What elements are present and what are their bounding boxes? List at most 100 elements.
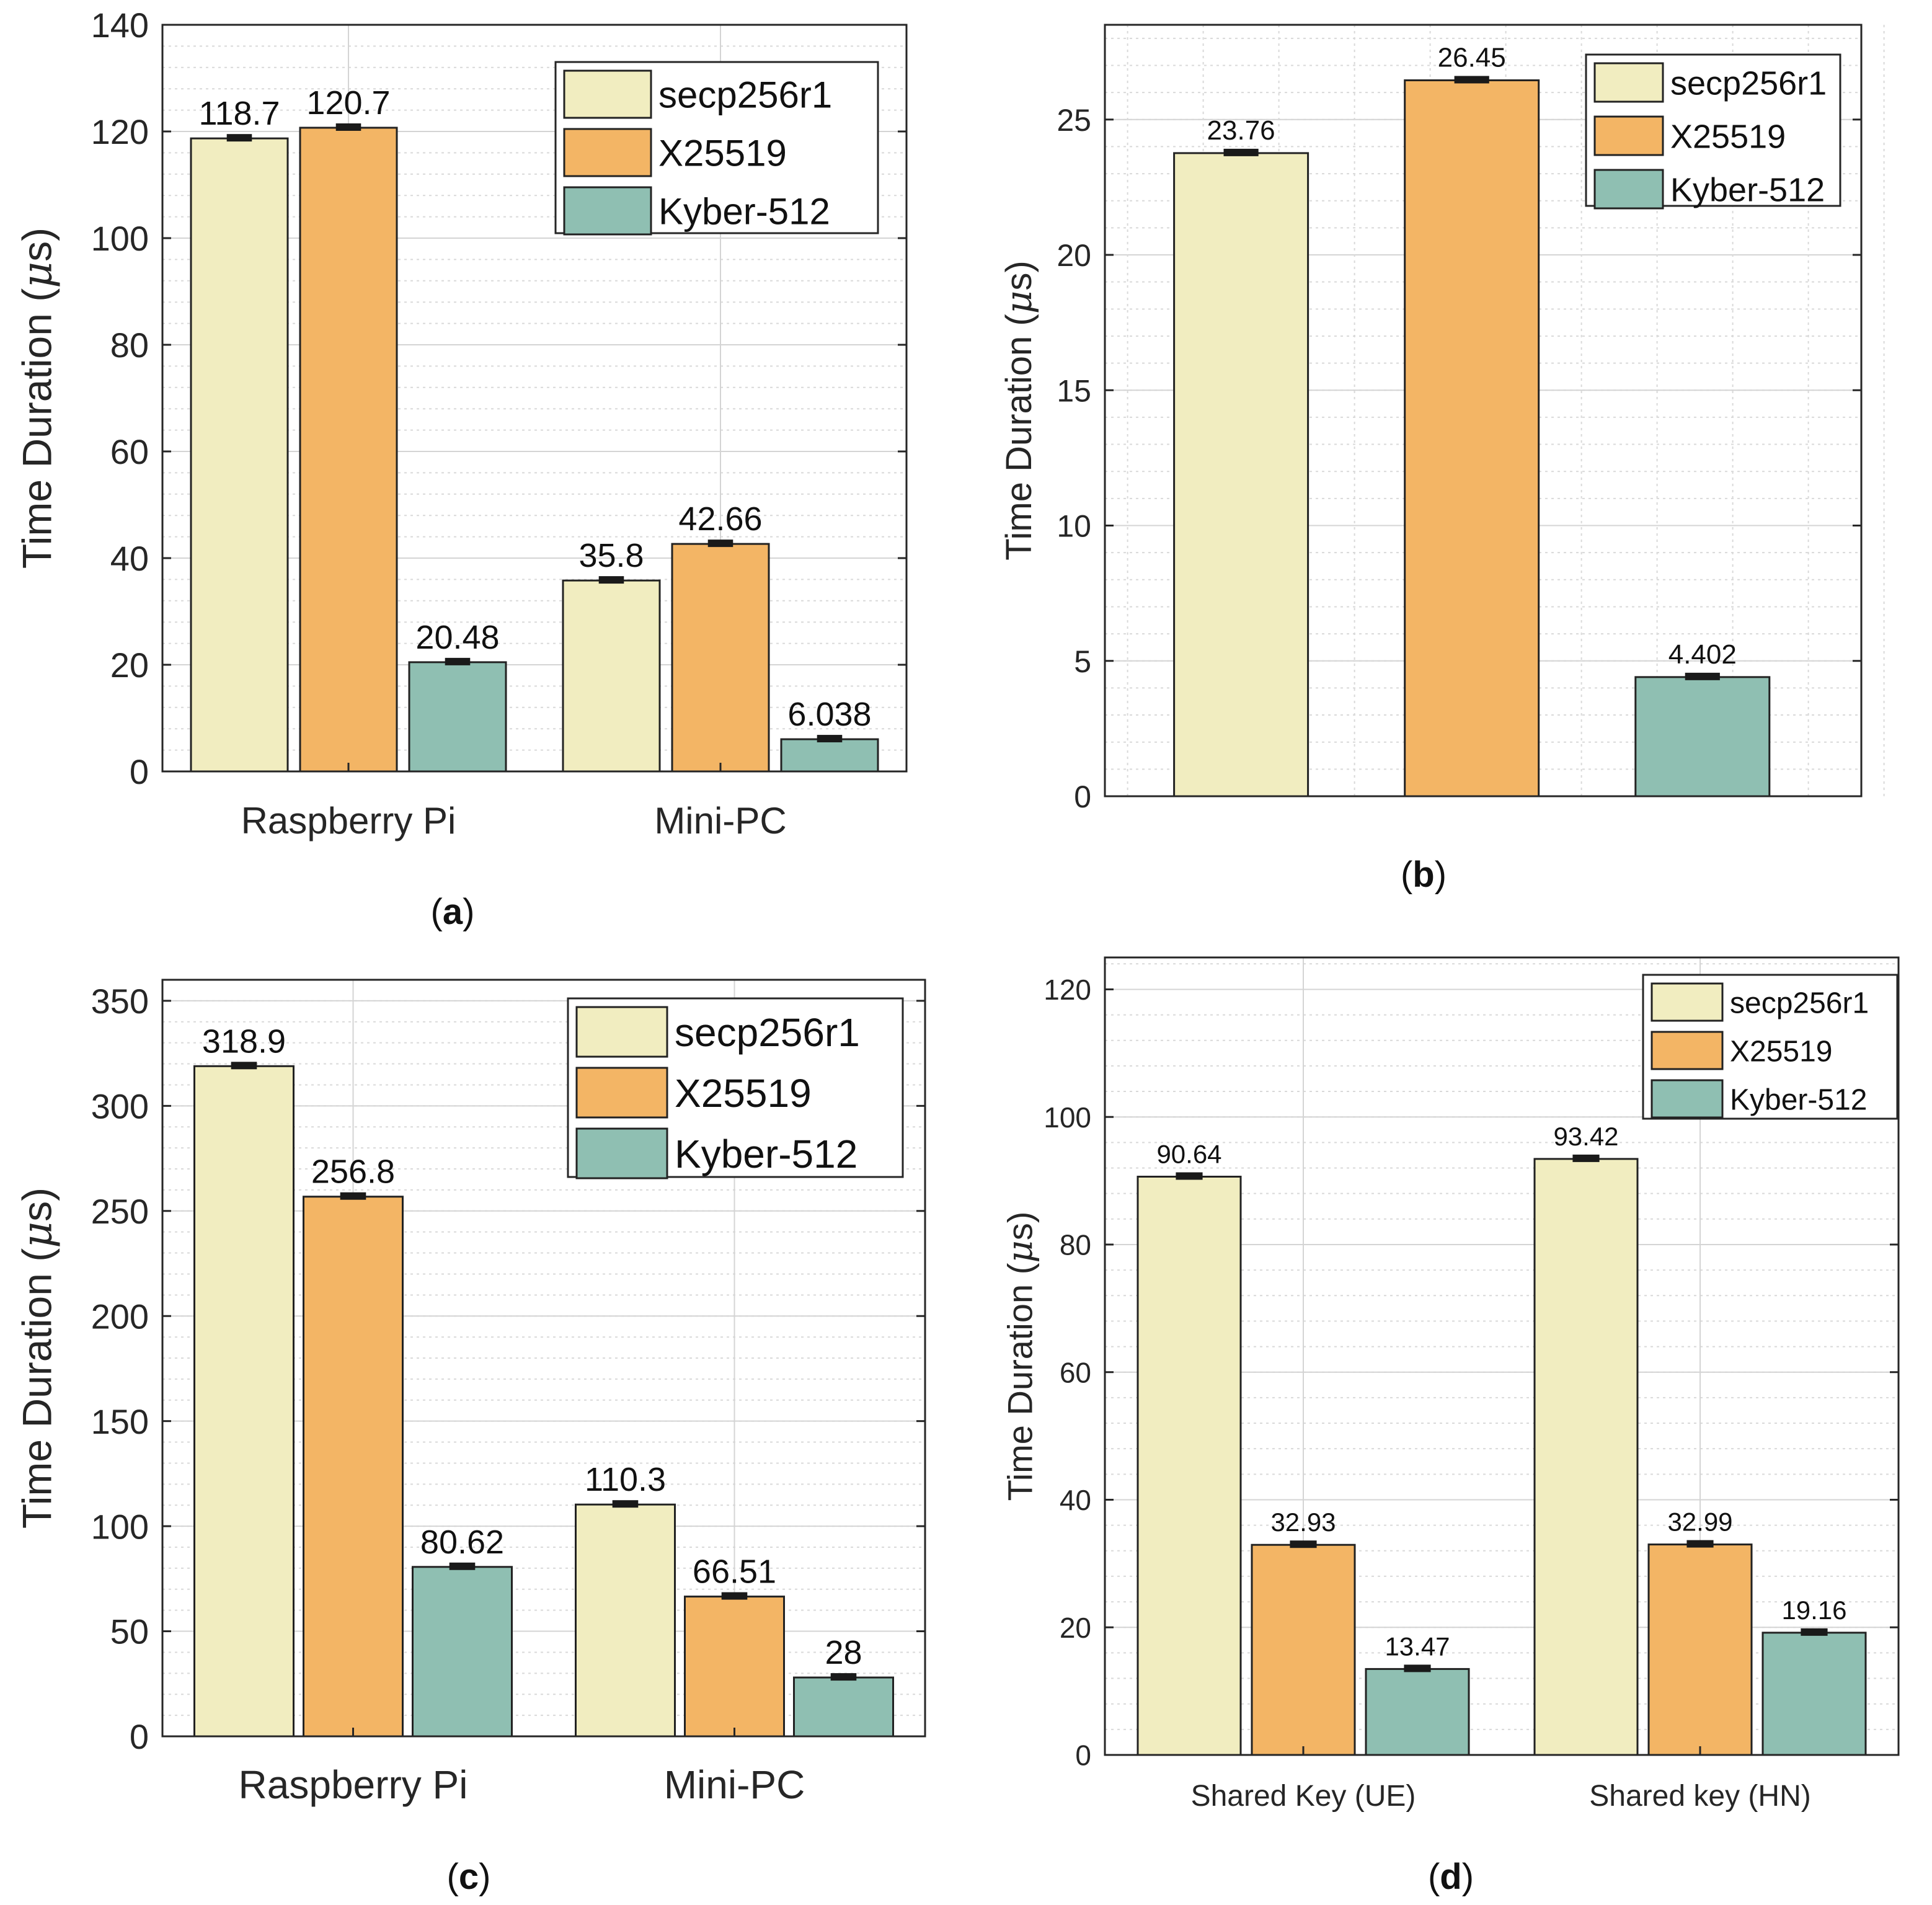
y-tick-label: 120 (91, 112, 149, 151)
caption-close: ) (1462, 1857, 1474, 1897)
legend-swatch-secp256r1 (1593, 62, 1664, 103)
bar-secp256r1-1[interactable] (1533, 1158, 1639, 1756)
data-label: 23.76 (1207, 115, 1275, 146)
y-axis-label-mu: μ (1000, 1240, 1040, 1263)
y-axis: 0 20 40 60 80 100 120 140 (91, 6, 906, 791)
data-label: 4.402 (1668, 639, 1737, 670)
errorbar (1290, 1540, 1317, 1548)
bar-X25519-1[interactable] (684, 1596, 785, 1738)
bar-X25519-0[interactable] (303, 1196, 404, 1738)
bar-secp256r1-0[interactable] (193, 1065, 295, 1738)
y-axis: 0 50 100 150 200 250 300 350 (91, 982, 925, 1756)
legend: secp256r1 X25519 Kyber-512 (554, 61, 879, 236)
errorbar (1404, 1664, 1431, 1672)
bar-secp256r1-1[interactable] (575, 1503, 676, 1738)
y-axis-label: Time Duration (μs) (13, 228, 61, 569)
caption-close: ) (1435, 855, 1447, 895)
caption-open: ( (1401, 855, 1412, 895)
bar-secp256r1-0[interactable] (1137, 1175, 1242, 1756)
y-tick-label: 20 (1060, 1612, 1091, 1644)
bar-Kyber-512-0[interactable] (408, 661, 507, 773)
chart-panel-a: 118.7 35.8 120.7 42.66 20.48 6.038 0 20 40 60 80 10… (13, 6, 908, 932)
bars: 118.7 35.8 120.7 42.66 20.48 6.038 (190, 84, 879, 773)
axes-box (1104, 24, 1863, 797)
chart-panel-b: 23.76 26.45 4.402 0 5 10 15 20 25 Time Duration (… (998, 24, 1885, 895)
caption-letter: a (443, 892, 463, 932)
bar-X25519-1[interactable] (1404, 79, 1540, 797)
legend-swatch-X25519 (563, 128, 652, 177)
bar-secp256r1-0[interactable] (1173, 152, 1309, 797)
y-tick-label: 20 (1057, 238, 1091, 273)
axes-box (161, 979, 926, 1738)
y-tick-label: 100 (1044, 1101, 1091, 1134)
bar-secp256r1-1[interactable] (562, 579, 661, 773)
legend-label: X25519 (675, 1071, 812, 1116)
y-axis-label-close: ) (999, 260, 1039, 272)
panel-caption: (d) (1428, 1857, 1474, 1897)
caption-close: ) (463, 892, 474, 932)
data-label: 318.9 (202, 1023, 286, 1060)
errorbar (707, 540, 733, 548)
errorbar (1176, 1172, 1203, 1180)
errorbar (721, 1592, 748, 1600)
legend-label: Kyber-512 (675, 1132, 857, 1176)
y-tick-label: 60 (1060, 1356, 1091, 1388)
bar-X25519-0[interactable] (1251, 1543, 1356, 1756)
errorbar (1801, 1628, 1828, 1636)
axes-box (1104, 956, 1900, 1756)
errorbar (1223, 148, 1259, 156)
legend-swatch-secp256r1 (563, 69, 652, 119)
y-tick-label: 0 (1074, 779, 1091, 814)
y-axis-label-text: Time Duration ( (14, 288, 60, 569)
bar-Kyber-512-1[interactable] (780, 738, 879, 773)
y-axis-label-unit: s (14, 1201, 60, 1222)
y-axis: 0 20 40 60 80 100 120 (1044, 974, 1899, 1772)
data-label: 13.47 (1385, 1632, 1450, 1661)
data-label: 32.93 (1270, 1508, 1336, 1537)
y-tick-label: 5 (1074, 644, 1091, 679)
legend: secp256r1 X25519 Kyber-512 (1642, 974, 1899, 1120)
panel-caption: (b) (1401, 855, 1447, 895)
legend: secp256r1 X25519 Kyber-512 (1585, 53, 1841, 210)
y-axis-label-mu: μ (998, 291, 1040, 314)
data-label: 120.7 (306, 84, 390, 122)
y-axis-label-text: Time Duration ( (1000, 1263, 1039, 1501)
legend-label: secp256r1 (1730, 987, 1869, 1019)
y-tick-label: 20 (110, 646, 149, 685)
bar-secp256r1-0[interactable] (190, 137, 289, 773)
errorbar (226, 134, 252, 142)
y-axis-label-unit: s (1000, 1223, 1039, 1240)
bar-X25519-1[interactable] (671, 543, 770, 773)
bar-Kyber-512-2[interactable] (1634, 676, 1771, 797)
x-tick-label: Mini-PC (664, 1762, 805, 1807)
y-axis-label-mu: μ (13, 262, 61, 288)
bars: 318.9 110.3 256.8 66.51 80.62 28 (193, 1023, 894, 1738)
bar-Kyber-512-1[interactable] (1761, 1632, 1867, 1756)
data-label: 66.51 (693, 1553, 776, 1591)
y-tick-label: 40 (1060, 1484, 1091, 1516)
errorbar (335, 123, 361, 131)
caption-letter: b (1412, 855, 1434, 895)
errorbar (598, 576, 624, 584)
legend-swatch-Kyber-512 (563, 186, 652, 236)
bar-X25519-1[interactable] (1647, 1543, 1753, 1756)
bar-Kyber-512-0[interactable] (412, 1566, 513, 1738)
data-label: 20.48 (415, 619, 499, 656)
bar-Kyber-512-0[interactable] (1365, 1667, 1470, 1756)
y-tick-label: 15 (1057, 373, 1091, 408)
data-label: 35.8 (578, 537, 644, 574)
bar-Kyber-512-1[interactable] (793, 1676, 894, 1738)
y-tick-label: 60 (110, 432, 149, 471)
legend-label: Kyber-512 (658, 191, 830, 233)
bar-X25519-0[interactable] (299, 127, 398, 773)
legend-swatch-Kyber-512 (575, 1127, 668, 1179)
panel-caption: (a) (431, 892, 475, 932)
bars: 90.64 93.42 32.93 32.99 13.47 19.16 (1137, 1122, 1867, 1756)
legend-label: secp256r1 (658, 74, 832, 116)
y-axis-label-unit: s (14, 241, 60, 262)
errorbar (445, 657, 471, 665)
legend-swatch-secp256r1 (1651, 982, 1724, 1022)
y-tick-label: 120 (1044, 974, 1091, 1006)
errorbar (231, 1062, 257, 1070)
data-label: 26.45 (1438, 42, 1506, 73)
